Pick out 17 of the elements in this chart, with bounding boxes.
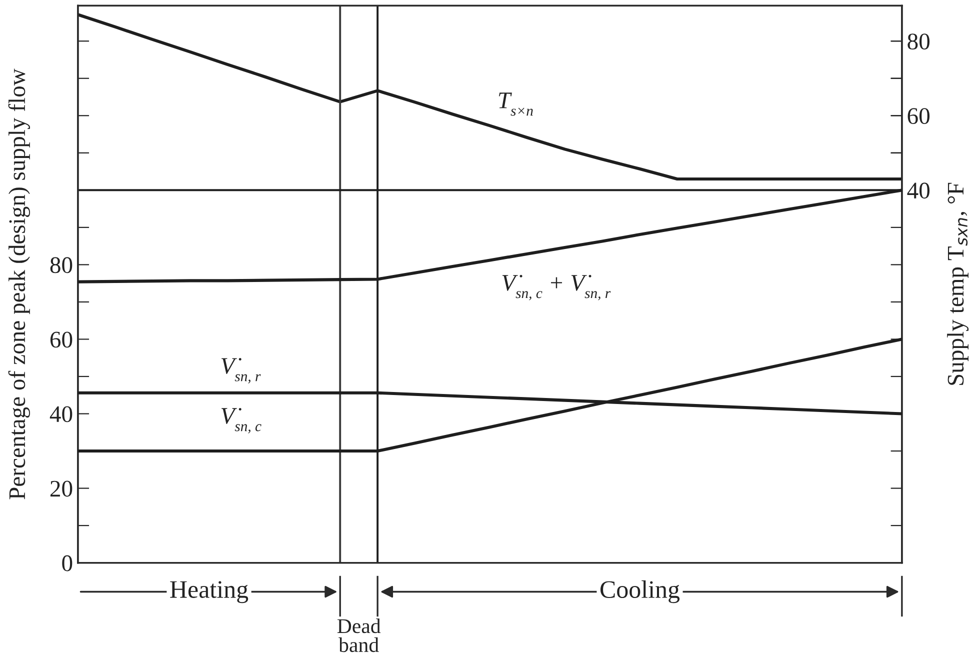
y-tick-label: 60 — [50, 332, 72, 348]
series-label: V̇sn, r — [221, 358, 261, 384]
text: Heating — [170, 581, 248, 604]
text: Dead band — [337, 618, 381, 652]
y-tick-label: 80 — [50, 257, 72, 274]
y-tick-label: 40 — [50, 406, 72, 422]
y2-tick-label: 60 — [908, 108, 930, 124]
y2-tick-label: 80 — [908, 34, 930, 50]
y-tick-label: 0 — [62, 555, 72, 572]
y2-tick-label: 40 — [907, 182, 930, 199]
series-label: V̇sn, c + V̇sn, r — [502, 274, 611, 300]
series-label: Ts×n — [498, 92, 533, 116]
text: Cooling — [600, 580, 680, 604]
y-tick-label: 20 — [50, 480, 72, 497]
y2-axis-title: Supply temp T$_{sxn}$, °F — [947, 182, 969, 385]
series-label: V̇sn, c — [221, 408, 262, 434]
y-axis-title: Percentage of zone peak (design) supply flow — [8, 68, 30, 500]
